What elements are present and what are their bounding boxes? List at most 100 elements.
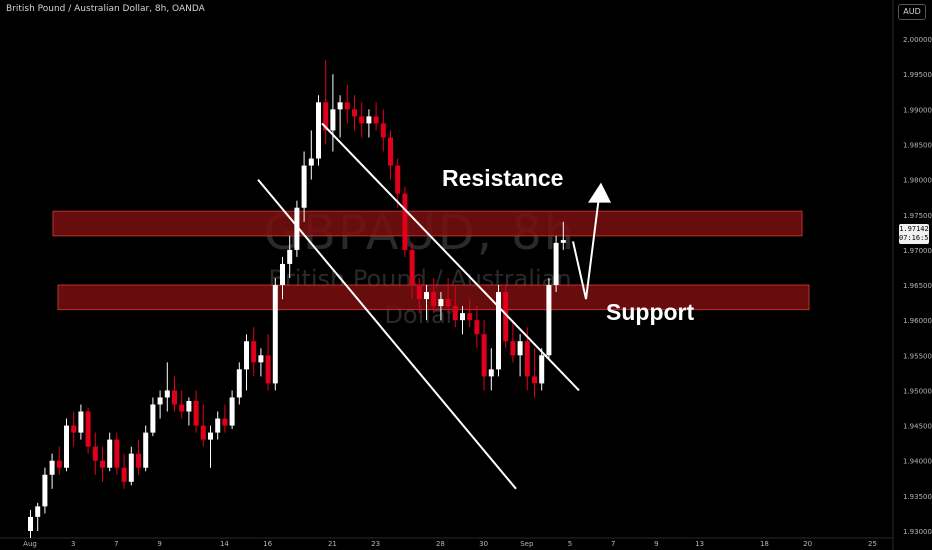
candle (546, 285, 552, 356)
candle (560, 240, 566, 243)
candle (172, 390, 177, 405)
candle (64, 425, 69, 468)
candle (416, 285, 422, 300)
candle (114, 439, 120, 468)
candle (229, 397, 235, 426)
resistance-label: Resistance (442, 165, 564, 191)
x-tick-label: 28 (436, 540, 445, 548)
projection-arrow-line (572, 196, 600, 300)
y-tick-label: 1.96500 (903, 282, 932, 290)
candle (92, 446, 98, 461)
candle (200, 425, 206, 440)
candle (496, 292, 501, 370)
candle (366, 116, 372, 124)
x-tick-label: 7 (114, 540, 118, 548)
y-tick-label: 1.93000 (903, 528, 932, 536)
candle (265, 355, 271, 384)
candle (452, 306, 458, 321)
last-price-tag: 1.97142 07:16:58 (899, 224, 932, 244)
x-tick-label: Sep (520, 540, 534, 548)
support-label: Support (606, 299, 695, 325)
candle (409, 249, 415, 286)
y-tick-label: 1.98000 (903, 177, 932, 185)
x-tick-label: 9 (157, 540, 161, 548)
candle (143, 432, 149, 468)
candle (287, 249, 293, 264)
y-tick-label: 1.96000 (903, 317, 932, 325)
candle (100, 460, 105, 468)
y-tick-label: 1.99000 (903, 106, 932, 114)
projection-arrow-head (588, 182, 611, 203)
y-tick-label: 1.99500 (903, 71, 932, 79)
candle (244, 341, 249, 370)
x-tick-label: 30 (479, 540, 488, 548)
candle (481, 334, 487, 377)
y-tick-label: 1.95500 (903, 352, 932, 360)
candle (524, 341, 530, 377)
x-tick-label: 23 (371, 540, 380, 548)
candle (85, 411, 91, 447)
candle (517, 341, 523, 356)
candle (308, 158, 314, 166)
candle (337, 102, 343, 110)
candle (402, 193, 408, 250)
candle (301, 165, 307, 208)
channel-lower-line (257, 178, 517, 490)
last-price: 1.97142 (899, 225, 929, 233)
y-tick-label: 1.97500 (903, 212, 932, 220)
candle (251, 341, 257, 363)
x-tick-label: 5 (568, 540, 572, 548)
x-tick-label: 20 (803, 540, 812, 548)
y-tick-label: 1.97000 (903, 247, 932, 255)
candle (128, 453, 134, 482)
candle (380, 123, 386, 138)
candle (424, 292, 429, 300)
candle (359, 116, 365, 124)
candle (272, 285, 278, 384)
candle (121, 467, 127, 482)
x-tick-label: 25 (868, 540, 877, 548)
x-tick-label: 14 (220, 540, 229, 548)
candle (352, 109, 357, 117)
candle (222, 418, 228, 426)
candle (28, 516, 33, 531)
candle (330, 109, 336, 131)
candle (553, 242, 559, 286)
candle (388, 137, 393, 166)
candle (236, 369, 242, 398)
candle (503, 292, 509, 342)
candle (323, 102, 329, 131)
candle (510, 341, 516, 356)
candle (467, 313, 473, 321)
candle (35, 506, 41, 517)
x-tick-label: 13 (695, 540, 704, 548)
x-tick-label: 9 (654, 540, 658, 548)
x-tick-label: 21 (328, 540, 337, 548)
candle (78, 411, 84, 433)
candle (193, 400, 199, 426)
candle (49, 460, 55, 475)
y-tick-label: 1.94500 (903, 423, 932, 431)
candle (460, 313, 465, 321)
candle (445, 299, 451, 307)
candle (294, 207, 300, 250)
candle (474, 320, 480, 335)
candle (215, 418, 221, 433)
candle (71, 425, 77, 433)
candle (56, 460, 62, 468)
bar-countdown: 07:16:58 (899, 234, 932, 242)
candle (431, 292, 437, 307)
channel-upper-line (321, 122, 580, 392)
y-tick-label: 2.00000 (903, 36, 932, 44)
candle (280, 263, 285, 286)
y-tick-label: 1.98500 (903, 141, 932, 149)
candle (539, 355, 545, 384)
candle (107, 439, 113, 468)
currency-button[interactable]: AUD (898, 4, 926, 20)
x-tick-label: Aug (23, 540, 37, 548)
candle (150, 404, 156, 433)
candle (42, 474, 48, 507)
candle (438, 299, 444, 307)
x-tick-label: 7 (611, 540, 615, 548)
